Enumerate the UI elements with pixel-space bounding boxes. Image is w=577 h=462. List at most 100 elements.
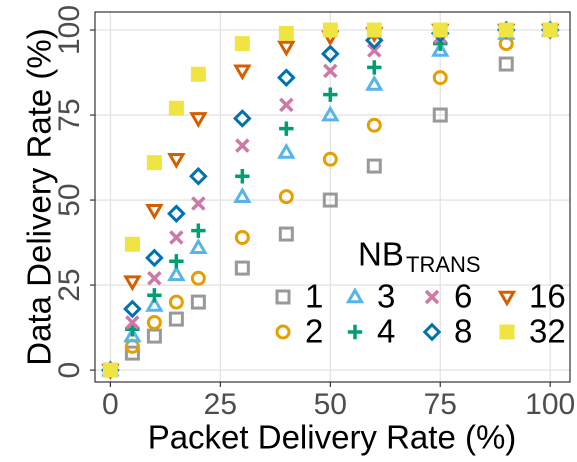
data-point: [190, 66, 206, 82]
data-point: [102, 362, 118, 378]
data-point: [323, 87, 338, 102]
data-point: [365, 74, 384, 91]
data-point: [189, 238, 208, 254]
data-point: [124, 345, 140, 361]
data-point: [169, 254, 184, 269]
legend-label: 1: [305, 278, 323, 315]
data-point: [190, 270, 206, 286]
data-point: [168, 100, 184, 116]
legend-marker: [499, 324, 515, 340]
legend-label: 32: [529, 313, 566, 350]
x-tick-label: 100: [525, 388, 575, 421]
data-point: [279, 121, 294, 136]
data-point: [235, 169, 250, 184]
y-tick-label: 25: [53, 268, 86, 301]
data-point: [167, 204, 186, 223]
data-point: [277, 40, 296, 57]
data-point: [167, 265, 186, 282]
data-point: [279, 97, 294, 113]
legend-title-subscript: TRANS: [406, 252, 481, 277]
data-point: [123, 299, 142, 319]
data-point: [189, 166, 208, 186]
legend-marker: [422, 322, 442, 342]
data-point: [146, 155, 162, 171]
data-point: [147, 288, 162, 303]
data-point: [145, 248, 164, 268]
data-point: [191, 223, 206, 238]
data-point: [234, 36, 250, 52]
data-point: [364, 30, 384, 50]
data-point: [146, 328, 162, 344]
data-point: [124, 236, 140, 252]
data-point: [322, 192, 338, 208]
data-point: [125, 315, 140, 330]
data-point: [432, 22, 448, 38]
legend-marker: [497, 290, 517, 307]
data-point: [233, 109, 252, 128]
data-point: [234, 260, 250, 276]
data-point: [169, 230, 184, 245]
legend-title: NB: [358, 236, 404, 273]
data-point: [233, 187, 252, 203]
data-point: [322, 22, 338, 38]
data-point: [366, 117, 382, 133]
legend-label: 8: [454, 313, 472, 350]
data-point: [498, 56, 514, 72]
data-point: [277, 142, 296, 159]
legend-label: 4: [377, 313, 395, 350]
x-tick-label: 25: [204, 388, 237, 421]
data-point: [234, 229, 250, 245]
legend-marker: [424, 289, 440, 305]
data-point: [431, 40, 450, 57]
data-point: [278, 189, 294, 205]
data-point: [147, 271, 162, 286]
legend-marker: [345, 287, 365, 304]
data-point: [322, 151, 338, 167]
data-point: [278, 226, 294, 242]
data-point: [145, 295, 164, 312]
legend-label: 6: [454, 278, 472, 315]
legend-marker: [275, 289, 291, 305]
legend-marker: [275, 324, 291, 340]
data-point: [167, 152, 186, 169]
legend-label: 3: [377, 278, 395, 315]
data-point: [168, 294, 184, 310]
data-points: [101, 20, 560, 380]
x-tick-label: 50: [314, 388, 347, 421]
y-tick-label: 100: [53, 5, 86, 55]
data-point: [123, 275, 142, 292]
data-point: [191, 196, 206, 211]
data-point: [542, 22, 558, 38]
data-point: [233, 64, 252, 81]
data-point: [145, 203, 164, 220]
data-point: [278, 25, 294, 41]
y-tick-label: 75: [53, 98, 86, 131]
x-tick-label: 75: [424, 388, 457, 421]
data-point: [367, 60, 382, 75]
data-point: [189, 112, 208, 129]
plot-border: [94, 11, 571, 383]
y-axis-title: Data Delivery Rate (%): [21, 28, 58, 365]
x-axis-title: Packet Delivery Rate (%): [148, 419, 517, 456]
data-point: [276, 68, 296, 87]
legend-label: 2: [305, 313, 323, 350]
data-point: [235, 138, 250, 153]
data-point: [366, 158, 382, 174]
data-point: [498, 22, 514, 38]
data-point: [146, 314, 162, 330]
data-point: [123, 326, 142, 343]
data-point: [432, 107, 448, 123]
data-point: [366, 22, 382, 38]
data-point: [367, 43, 382, 58]
x-tick-label: 0: [102, 388, 119, 421]
legend-marker: [347, 324, 363, 340]
data-point: [190, 294, 206, 310]
data-point: [321, 105, 340, 122]
data-point: [432, 70, 448, 86]
data-point: [323, 63, 338, 79]
y-tick-label: 50: [53, 183, 86, 216]
legend-label: 16: [529, 278, 566, 315]
data-point: [168, 311, 184, 327]
